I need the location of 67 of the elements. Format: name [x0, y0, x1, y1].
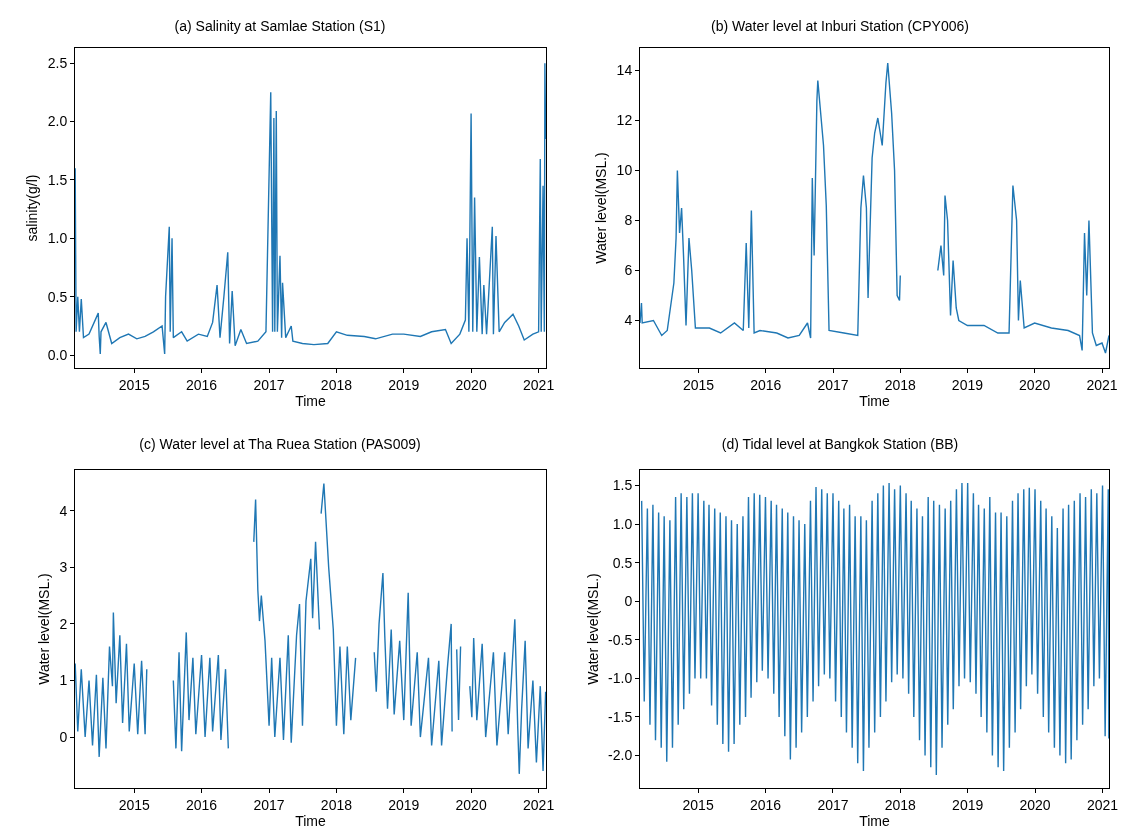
y-tick-label: 10 — [616, 162, 633, 179]
x-tick-label: 2018 — [320, 796, 353, 813]
x-tick-label: 2021 — [523, 376, 555, 393]
x-axis-title: Time — [295, 392, 327, 409]
x-tick-label: 2017 — [253, 796, 285, 813]
y-tick-label: 0 — [624, 593, 633, 610]
y-axis-title: Water level(MSL.) — [584, 573, 601, 685]
x-tick-label: 2015 — [118, 376, 150, 393]
x-tick-label: 2020 — [1019, 376, 1051, 393]
x-tick-label: 2017 — [817, 796, 849, 813]
x-tick-label: 2020 — [455, 376, 487, 393]
y-tick-label: 4 — [624, 312, 633, 329]
x-tick-label: 2019 — [388, 796, 420, 813]
y-tick-label: -1.5 — [608, 708, 633, 725]
y-tick-label: -2.0 — [608, 747, 633, 764]
chart-title: (c) Water level at Tha Ruea Station (PAS009) — [139, 435, 421, 452]
y-tick-label: 4 — [59, 502, 68, 519]
x-tick-label: 2016 — [185, 796, 218, 813]
y-tick-label: 1 — [59, 672, 68, 689]
chart-title: (d) Tidal level at Bangkok Station (BB) — [721, 435, 959, 452]
x-tick-label: 2021 — [523, 796, 555, 813]
line-series — [640, 482, 1109, 776]
x-tick-label: 2020 — [455, 796, 487, 813]
x-tick-label: 2017 — [817, 376, 849, 393]
y-tick-label: 0.5 — [47, 288, 68, 305]
y-tick-label: 2.5 — [47, 55, 68, 72]
x-tick-label: 2016 — [185, 376, 218, 393]
x-axis-title: Time — [859, 392, 891, 409]
y-tick-label: 0 — [59, 728, 68, 745]
x-axis-title: Time — [295, 812, 327, 829]
y-tick-label: 6 — [624, 262, 633, 279]
x-tick-label: 2015 — [682, 376, 715, 393]
x-tick-label: 2018 — [884, 796, 917, 813]
line-series — [75, 62, 546, 355]
x-tick-label: 2018 — [884, 376, 917, 393]
chart-title: (b) Water level at Inburi Station (CPY006) — [711, 17, 969, 34]
y-tick-label: 1.0 — [612, 515, 633, 532]
x-tick-label: 2019 — [952, 796, 984, 813]
x-tick-label: 2020 — [1019, 796, 1051, 813]
x-tick-label: 2019 — [951, 376, 984, 393]
chart-title: (a) Salinity at Samlae Station (S1) — [174, 17, 386, 34]
y-tick-label: 0.0 — [47, 347, 68, 364]
y-tick-label: 14 — [616, 62, 633, 79]
y-tick-label: 1.5 — [47, 171, 68, 188]
y-tick-label: 3 — [59, 559, 68, 576]
x-tick-label: 2021 — [1086, 796, 1119, 813]
y-tick-label: 2 — [59, 615, 68, 632]
y-axis-title: salinity(g/l) — [24, 174, 41, 242]
x-tick-label: 2018 — [320, 376, 353, 393]
y-axis-title: Water level(MSL.) — [593, 152, 610, 264]
y-tick-label: -0.5 — [608, 631, 633, 648]
x-tick-label: 2017 — [253, 376, 285, 393]
y-tick-label: 12 — [616, 112, 633, 129]
y-tick-label: 0.5 — [612, 554, 633, 571]
y-tick-label: 8 — [624, 212, 633, 229]
x-tick-label: 2019 — [388, 376, 420, 393]
y-tick-label: 1.5 — [612, 477, 633, 494]
y-axis-title: Water level(MSL.) — [36, 573, 52, 685]
x-tick-label: 2021 — [1086, 376, 1118, 393]
x-tick-label: 2016 — [749, 796, 782, 813]
x-axis-title: Time — [859, 812, 891, 829]
y-tick-label: -1.0 — [608, 670, 633, 687]
y-tick-label: 2.0 — [47, 113, 68, 130]
y-tick-label: 1.0 — [47, 230, 68, 247]
x-tick-label: 2015 — [118, 796, 150, 813]
x-tick-label: 2016 — [750, 376, 782, 393]
x-tick-label: 2015 — [682, 796, 714, 813]
